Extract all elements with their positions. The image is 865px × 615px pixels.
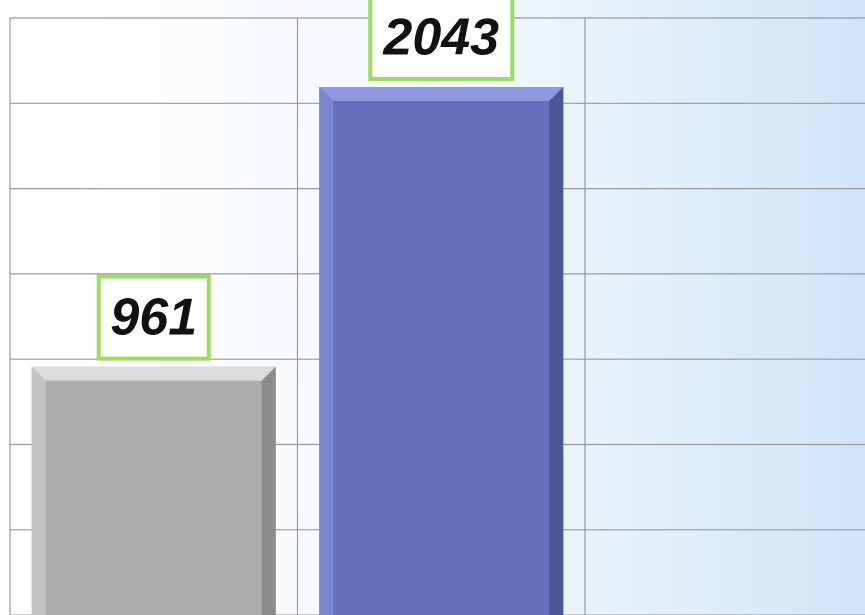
- value-label-box: [368, 0, 515, 82]
- bar: [31, 366, 276, 615]
- bar-bevel: [31, 366, 46, 615]
- value-label: 961: [110, 288, 197, 346]
- bar-bevel: [31, 366, 276, 381]
- bar-bevel: [319, 87, 564, 102]
- bar-bevel: [319, 87, 334, 615]
- bar: [319, 87, 564, 615]
- value-label: 2043: [382, 9, 499, 67]
- value-label-box: [96, 274, 211, 361]
- bar-bevel: [549, 87, 564, 615]
- bar-bevel: [261, 366, 276, 615]
